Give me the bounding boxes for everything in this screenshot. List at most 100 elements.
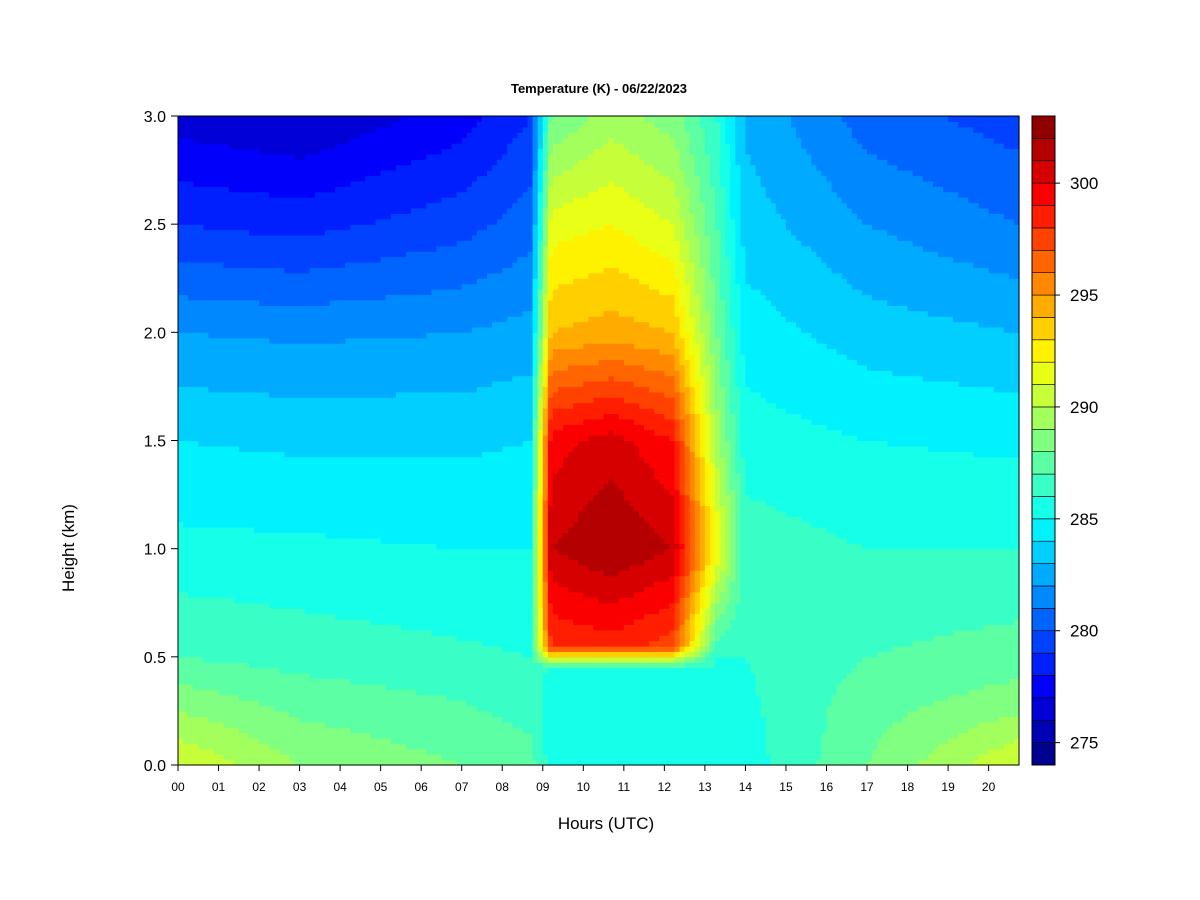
heatmap-cell	[193, 667, 199, 674]
heatmap-cell	[178, 710, 184, 717]
heatmap-cell	[208, 656, 215, 663]
heatmap-cell	[208, 721, 215, 728]
heatmap-cell	[274, 602, 280, 609]
heatmap-cell	[218, 267, 225, 274]
heatmap-cell	[269, 499, 275, 506]
heatmap-cell	[309, 694, 316, 701]
heatmap-cell	[355, 656, 361, 663]
heatmap-cell	[284, 608, 291, 615]
heatmap-cell	[178, 527, 184, 534]
heatmap-cell	[269, 224, 275, 231]
heatmap-cell	[274, 294, 280, 301]
heatmap-cell	[304, 673, 311, 680]
heatmap-cell	[228, 424, 235, 431]
heatmap-cell	[299, 305, 306, 312]
heatmap-cell	[304, 472, 311, 479]
heatmap-cell	[314, 289, 321, 296]
heatmap-cell	[253, 597, 260, 604]
heatmap-cell	[269, 326, 275, 333]
heatmap-cell	[253, 408, 260, 415]
heatmap-cell	[223, 408, 230, 415]
heatmap-cell	[340, 505, 346, 512]
heatmap-cell	[243, 126, 250, 133]
heatmap-cell	[198, 397, 204, 404]
heatmap-cell	[243, 191, 250, 198]
heatmap-cell	[319, 289, 326, 296]
heatmap-cell	[360, 646, 367, 653]
heatmap-cell	[178, 705, 184, 712]
heatmap-cell	[319, 408, 326, 415]
heatmap-cell	[259, 424, 265, 431]
heatmap-cell	[264, 316, 270, 323]
heatmap-cell	[274, 283, 280, 290]
heatmap-cell	[345, 245, 351, 252]
heatmap-cell	[299, 224, 306, 231]
heatmap-cell	[370, 662, 377, 669]
heatmap-cell	[233, 489, 240, 496]
heatmap-cell	[340, 137, 346, 144]
heatmap-cell	[324, 283, 331, 290]
heatmap-cell	[259, 353, 265, 360]
heatmap-cell	[279, 175, 285, 182]
heatmap-cell	[269, 299, 275, 306]
heatmap-cell	[335, 451, 341, 458]
heatmap-cell	[340, 705, 346, 712]
heatmap-cell	[253, 759, 260, 766]
heatmap-cell	[380, 505, 387, 512]
heatmap-cell	[319, 402, 326, 409]
heatmap-cell	[228, 483, 235, 490]
heatmap-cell	[355, 689, 361, 696]
heatmap-cell	[304, 640, 311, 647]
heatmap-cell	[340, 445, 346, 452]
heatmap-cell	[370, 521, 377, 528]
heatmap-cell	[340, 283, 346, 290]
heatmap-cell	[289, 759, 296, 766]
heatmap-cell	[284, 527, 291, 534]
heatmap-cell	[345, 759, 351, 766]
heatmap-cell	[188, 759, 194, 766]
heatmap-cell	[289, 397, 296, 404]
heatmap-cell	[248, 413, 255, 420]
heatmap-cell	[193, 197, 199, 204]
heatmap-cell	[304, 575, 311, 582]
heatmap-cell	[324, 564, 331, 571]
heatmap-cell	[324, 678, 331, 685]
heatmap-cell	[274, 451, 280, 458]
heatmap-cell	[324, 359, 331, 366]
heatmap-cell	[299, 207, 306, 214]
heatmap-cell	[340, 143, 346, 150]
heatmap-cell	[248, 516, 255, 523]
heatmap-cell	[304, 586, 311, 593]
heatmap-cell	[274, 608, 280, 615]
heatmap-cell	[274, 386, 280, 393]
heatmap-cell	[294, 186, 301, 193]
heatmap-cell	[178, 164, 184, 171]
heatmap-cell	[335, 467, 341, 474]
heatmap-cell	[284, 408, 291, 415]
heatmap-cell	[294, 748, 301, 755]
heatmap-cell	[213, 694, 220, 701]
heatmap-cell	[274, 559, 280, 566]
heatmap-cell	[203, 148, 209, 155]
heatmap-cell	[269, 234, 275, 241]
heatmap-cell	[289, 305, 296, 312]
heatmap-cell	[203, 537, 209, 544]
heatmap-cell	[228, 721, 235, 728]
heatmap-cell	[279, 548, 285, 555]
heatmap-cell	[228, 408, 235, 415]
heatmap-cell	[345, 651, 351, 658]
heatmap-cell	[314, 153, 321, 160]
heatmap-cell	[309, 662, 316, 669]
heatmap-cell	[228, 159, 235, 166]
heatmap-cell	[299, 456, 306, 463]
heatmap-cell	[319, 207, 326, 214]
heatmap-cell	[350, 391, 356, 398]
heatmap-cell	[183, 402, 189, 409]
heatmap-cell	[319, 467, 326, 474]
heatmap-cell	[294, 467, 301, 474]
heatmap-cell	[380, 364, 387, 371]
heatmap-cell	[223, 413, 230, 420]
heatmap-cell	[324, 527, 331, 534]
heatmap-cell	[375, 202, 382, 209]
heatmap-cell	[198, 548, 204, 555]
